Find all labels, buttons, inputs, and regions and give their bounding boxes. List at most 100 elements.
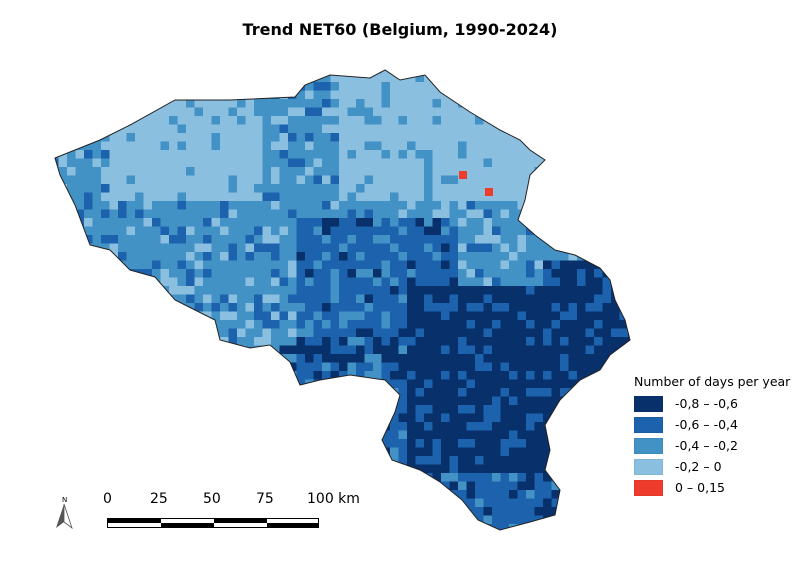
grid-cell [271, 277, 280, 287]
grid-cell [407, 524, 416, 530]
grid-cell [619, 107, 629, 117]
grid-cell [152, 430, 161, 440]
grid-cell [177, 252, 187, 261]
grid-cell [93, 533, 102, 542]
grid-cell [415, 405, 425, 414]
grid-cell [432, 405, 442, 414]
grid-cell [347, 269, 357, 278]
grid-cell [398, 362, 408, 372]
grid-cell [55, 405, 59, 414]
grid-cell [364, 405, 374, 414]
grid-cell [177, 371, 187, 380]
grid-cell [441, 260, 450, 270]
grid-cell [245, 99, 255, 108]
grid-cell [526, 73, 535, 83]
grid-cell [509, 507, 518, 516]
grid-cell [330, 362, 340, 372]
grid-cell [364, 328, 374, 338]
grid-cell [296, 73, 306, 83]
grid-cell [67, 481, 76, 491]
grid-cell [483, 439, 493, 448]
grid-cell [483, 158, 493, 168]
grid-cell [135, 481, 144, 491]
grid-cell [534, 388, 544, 397]
grid-cell [628, 243, 630, 253]
grid-cell [577, 422, 586, 431]
grid-cell [305, 124, 314, 134]
legend-label: 0 – 0,15 [675, 480, 725, 495]
grid-cell [424, 184, 433, 193]
grid-cell [492, 328, 501, 338]
grid-cell [585, 481, 595, 491]
grid-cell [432, 70, 442, 74]
grid-cell [109, 277, 119, 287]
grid-cell [398, 379, 408, 389]
grid-cell [602, 201, 612, 210]
grid-cell [390, 498, 399, 508]
grid-cell [220, 175, 229, 185]
grid-cell [228, 107, 238, 117]
grid-cell [449, 192, 459, 202]
grid-cell [432, 456, 442, 465]
grid-cell [135, 388, 144, 397]
grid-cell [58, 473, 68, 482]
grid-cell [492, 294, 501, 304]
grid-cell [432, 354, 442, 363]
grid-cell [220, 124, 229, 134]
grid-cell [594, 507, 603, 516]
grid-cell [101, 320, 110, 329]
grid-cell [458, 396, 467, 406]
grid-cell [475, 345, 484, 355]
grid-cell [441, 226, 450, 236]
grid-cell [373, 73, 382, 83]
grid-cell [551, 73, 561, 83]
grid-cell [296, 362, 306, 372]
grid-cell [500, 507, 510, 516]
grid-cell [220, 473, 229, 482]
grid-cell [517, 354, 527, 363]
grid-cell [169, 243, 178, 253]
grid-cell [271, 481, 280, 491]
grid-cell [500, 252, 510, 261]
grid-cell [526, 192, 535, 202]
grid-cell [279, 82, 289, 91]
grid-cell [118, 490, 127, 499]
grid-cell [330, 82, 340, 91]
grid-cell [58, 116, 68, 125]
grid-cell [330, 507, 340, 516]
grid-cell [75, 73, 85, 83]
grid-cell [619, 388, 629, 397]
grid-cell [330, 328, 340, 338]
grid-cell [594, 201, 603, 210]
legend-swatch [634, 437, 663, 454]
grid-cell [356, 184, 365, 193]
grid-cell [339, 405, 348, 414]
grid-cell [441, 524, 450, 530]
grid-cell [118, 107, 127, 117]
grid-cell [560, 507, 569, 516]
grid-cell [279, 158, 289, 168]
grid-cell [220, 405, 229, 414]
grid-cell [594, 473, 603, 482]
grid-cell [517, 345, 527, 355]
grid-cell [152, 150, 161, 159]
grid-cell [58, 481, 68, 491]
grid-cell [194, 286, 204, 295]
grid-cell [560, 533, 569, 542]
grid-cell [500, 473, 510, 482]
grid-cell [58, 379, 68, 389]
grid-cell [432, 184, 442, 193]
grid-cell [560, 243, 569, 253]
grid-cell [373, 201, 382, 210]
grid-cell [169, 371, 178, 380]
grid-cell [203, 345, 212, 355]
grid-cell [602, 371, 612, 380]
grid-cell [296, 243, 306, 253]
grid-cell [84, 158, 93, 168]
grid-cell [237, 481, 246, 491]
grid-cell [228, 116, 238, 125]
grid-cell [101, 107, 110, 117]
grid-cell [305, 133, 314, 142]
grid-cell [339, 99, 348, 108]
grid-cell [288, 345, 297, 355]
